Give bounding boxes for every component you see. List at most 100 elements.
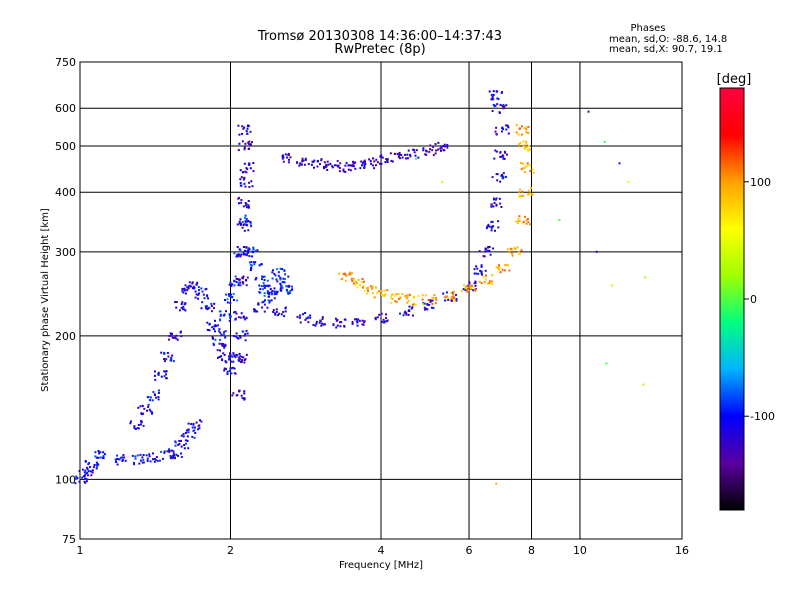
data-point [231,296,234,299]
data-point [248,255,251,257]
data-point [146,457,149,460]
data-point [154,394,156,396]
data-point [180,439,182,442]
data-point [151,399,154,402]
data-point [166,352,169,354]
data-point [349,164,352,167]
data-point [529,223,532,226]
data-point [266,292,269,295]
data-point [521,162,524,165]
data-point [201,301,204,304]
data-point [187,447,190,450]
data-point [414,303,417,306]
data-point [214,330,216,333]
data-point [103,453,106,456]
colorbar-ticks: 100 0 -100 [744,176,775,423]
data-point [172,450,175,453]
data-point [386,159,389,161]
data-point [237,278,240,281]
data-point [250,266,252,269]
data-point [500,155,503,158]
data-point [280,284,283,287]
data-point [249,221,252,223]
data-point [492,98,495,101]
data-point [248,140,251,143]
data-point [168,449,171,452]
data-point [266,306,269,309]
data-point [505,264,508,267]
data-point [443,145,446,148]
data-point [443,296,446,299]
data-point [240,199,243,201]
data-point [500,174,503,177]
data-point [434,143,437,146]
data-point [304,318,307,321]
data-point [358,283,361,286]
data-point [175,301,178,303]
data-point [284,153,287,156]
data-point [118,458,121,461]
data-point [474,280,477,283]
data-point [264,299,266,302]
data-point [155,396,157,399]
data-point [321,318,324,320]
data-point [405,157,407,160]
data-point [233,284,236,287]
data-point [237,149,240,151]
data-point [234,310,237,313]
data-point [181,290,184,293]
data-point [85,472,88,475]
data-point [240,201,243,204]
data-point [134,455,137,458]
data-point [404,295,407,298]
data-point [491,96,494,98]
data-point [230,367,233,370]
data-point [250,261,252,264]
data-point [147,406,150,408]
data-point [450,291,453,294]
data-point [491,110,494,112]
data-point [490,205,493,208]
colorbar-label: [deg] [717,72,752,87]
data-point [271,277,274,280]
data-point [375,158,378,161]
data-point [468,281,471,284]
data-point [238,142,241,145]
data-point [404,153,406,156]
data-point [254,249,257,252]
data-point [351,272,353,275]
data-point [212,344,215,347]
data-point [493,198,496,201]
data-point [279,278,282,281]
data-point [474,288,477,291]
x-tick-label: 10 [573,544,587,557]
data-point [381,156,384,159]
data-point [447,298,450,301]
data-point [130,420,132,423]
data-point [502,107,505,110]
data-point [287,275,290,278]
data-point [233,311,236,314]
data-point [156,460,159,462]
data-point [409,153,411,156]
data-point [498,268,501,270]
data-point [175,453,178,456]
data-point [373,296,376,299]
data-point [503,157,506,160]
data-point [531,193,534,196]
grid-lines [80,62,682,539]
data-point [302,313,305,316]
data-point [236,246,239,248]
data-point [375,287,378,290]
data-point [320,158,323,161]
data-point [374,316,377,319]
data-point [344,170,347,173]
data-point [233,252,236,255]
data-point [252,162,255,164]
data-point [207,297,210,300]
data-point [160,351,163,354]
data-point [243,126,246,129]
data-point [361,319,364,322]
data-point [178,309,181,312]
x-tick-label: 8 [528,544,535,557]
